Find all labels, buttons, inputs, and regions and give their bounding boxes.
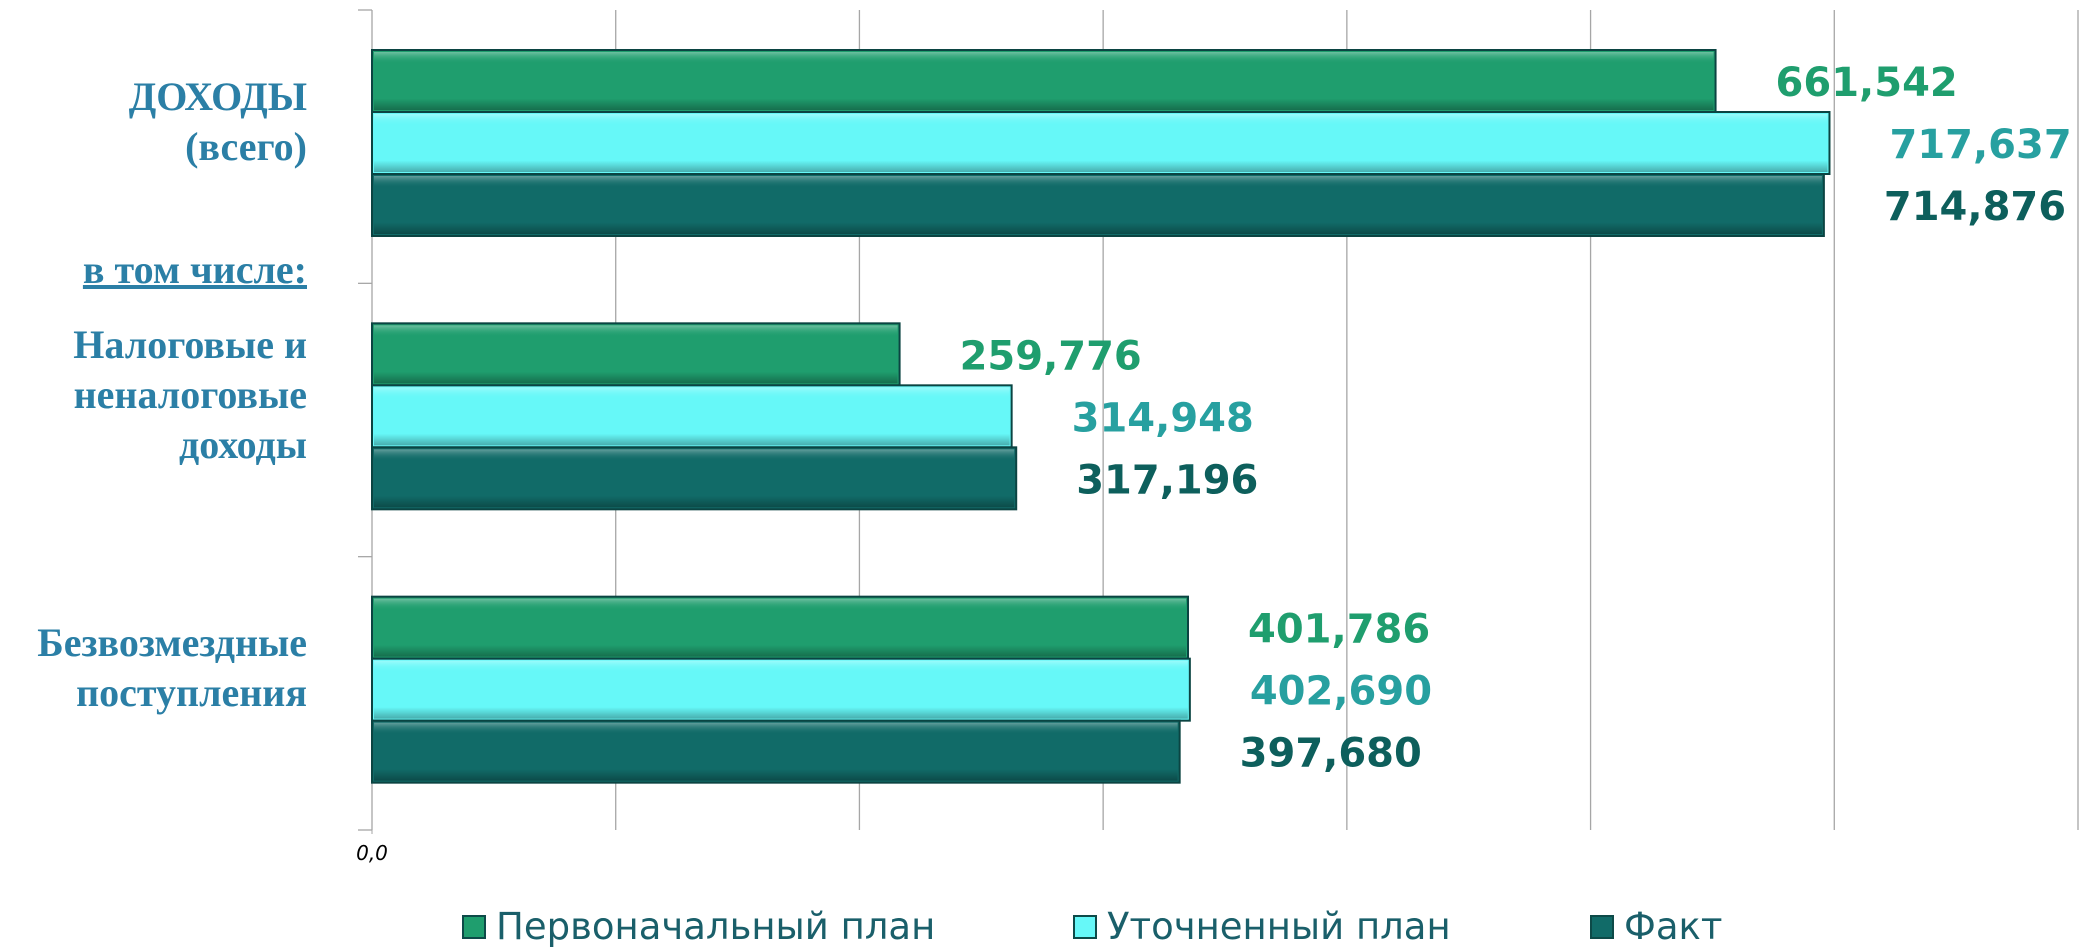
legend-swatch: [462, 914, 486, 939]
bar-bevel: [374, 325, 898, 384]
category-label: Безвозмездные поступления: [37, 620, 307, 716]
legend-item: Факт: [1590, 905, 1722, 948]
bar-bevel: [374, 598, 1187, 657]
legend-swatch: [1590, 914, 1614, 939]
category-label: Налоговые и неналоговые доходы: [73, 322, 307, 467]
value-label: 402,690: [1250, 669, 1432, 715]
legend-label: Уточненный план: [1107, 905, 1451, 948]
legend-swatch: [1073, 914, 1097, 939]
bar-bevel: [374, 176, 1822, 234]
bar-bevel: [374, 52, 1714, 110]
value-label: 714,876: [1884, 184, 2066, 230]
annotation: в том числе:: [82, 247, 307, 292]
value-label: 317,196: [1076, 457, 1258, 503]
category-label: ДОХОДЫ (всего): [128, 73, 307, 169]
value-label: 314,948: [1072, 395, 1254, 441]
bar-bevel: [374, 449, 1015, 508]
value-label: 397,680: [1240, 731, 1422, 777]
legend: Первоначальный план Уточненный план Факт: [0, 905, 2083, 950]
value-label: 259,776: [960, 333, 1142, 379]
value-label: 717,637: [1889, 122, 2071, 168]
bar-bevel: [374, 387, 1010, 446]
bar-bevel: [374, 722, 1178, 781]
bar-bevel: [374, 660, 1188, 719]
legend-item: Первоначальный план: [462, 905, 935, 948]
legend-item: Уточненный план: [1073, 905, 1451, 948]
bar-bevel: [374, 114, 1828, 172]
legend-label: Первоначальный план: [496, 905, 936, 948]
legend-label: Факт: [1624, 905, 1723, 948]
x-tick-label: 0,0: [356, 841, 388, 865]
value-label: 661,542: [1776, 60, 1958, 106]
value-label: 401,786: [1248, 607, 1430, 653]
